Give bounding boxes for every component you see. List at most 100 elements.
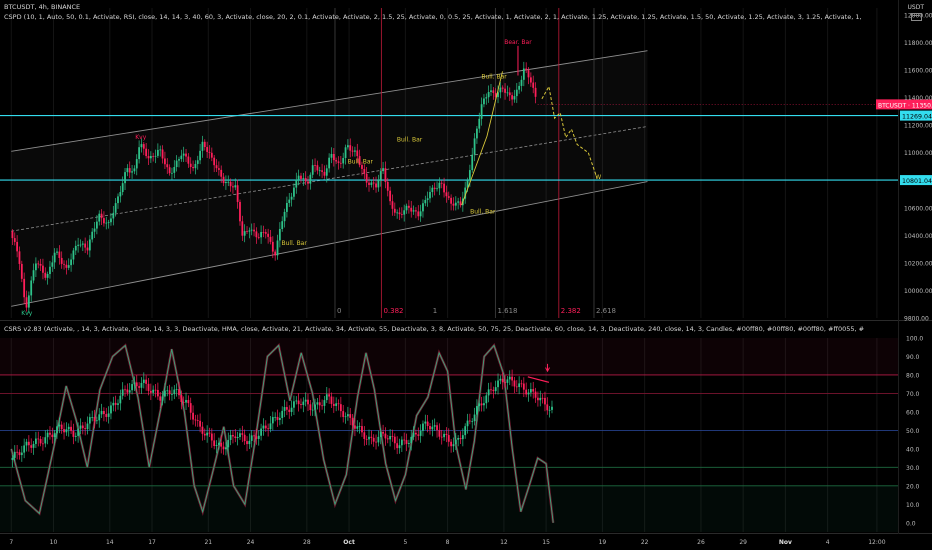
rsi-candle-body[interactable] — [192, 413, 194, 420]
rsi-candle-body[interactable] — [450, 442, 452, 446]
candle-body[interactable] — [326, 168, 328, 175]
candle-body[interactable] — [293, 188, 295, 197]
rsi-candle-body[interactable] — [319, 402, 321, 405]
candle-body[interactable] — [352, 151, 354, 152]
rsi-candle-body[interactable] — [499, 379, 501, 381]
candle-body[interactable] — [143, 144, 145, 149]
rsi-candle-body[interactable] — [373, 438, 375, 442]
candle-body[interactable] — [521, 80, 523, 86]
rsi-candle-body[interactable] — [223, 447, 225, 450]
rsi-candle-body[interactable] — [314, 405, 316, 410]
candle-body[interactable] — [141, 144, 143, 147]
candle-body[interactable] — [377, 180, 379, 188]
candle-body[interactable] — [469, 170, 471, 180]
candle-body[interactable] — [450, 198, 452, 204]
rsi-candle-body[interactable] — [502, 379, 504, 382]
rsi-candle-body[interactable] — [197, 420, 199, 421]
rsi-candle-body[interactable] — [490, 389, 492, 390]
rsi-candle-body[interactable] — [281, 411, 283, 418]
candle-body[interactable] — [91, 232, 93, 240]
rsi-candle-body[interactable] — [396, 443, 398, 448]
candle-body[interactable] — [42, 266, 44, 273]
candle-body[interactable] — [438, 183, 440, 188]
candle-body[interactable] — [134, 168, 136, 171]
rsi-candle-body[interactable] — [293, 401, 295, 407]
candle-body[interactable] — [420, 211, 422, 216]
candle-body[interactable] — [535, 88, 537, 97]
rsi-candle-body[interactable] — [410, 437, 412, 443]
candle-body[interactable] — [363, 169, 365, 174]
rsi-candle-body[interactable] — [518, 383, 520, 387]
candle-body[interactable] — [511, 95, 513, 99]
candle-body[interactable] — [286, 203, 288, 212]
rsi-candle-body[interactable] — [105, 414, 107, 417]
candle-body[interactable] — [70, 259, 72, 265]
candle-body[interactable] — [446, 192, 448, 196]
rsi-candle-body[interactable] — [129, 390, 131, 392]
rsi-candle-body[interactable] — [403, 440, 405, 441]
candle-body[interactable] — [150, 156, 152, 158]
rsi-candle-body[interactable] — [152, 390, 154, 393]
candle-body[interactable] — [75, 246, 77, 251]
candle-body[interactable] — [356, 150, 358, 156]
candle-body[interactable] — [328, 158, 330, 169]
rsi-candle-body[interactable] — [530, 389, 532, 393]
candle-body[interactable] — [138, 147, 140, 159]
rsi-candle-body[interactable] — [227, 440, 229, 447]
candle-body[interactable] — [298, 176, 300, 180]
rsi-candle-body[interactable] — [408, 443, 410, 444]
candle-body[interactable] — [288, 200, 290, 203]
rsi-candle-body[interactable] — [12, 458, 14, 460]
rsi-candle-body[interactable] — [101, 411, 103, 414]
candle-body[interactable] — [19, 251, 21, 264]
rsi-candle-body[interactable] — [220, 443, 222, 447]
candle-body[interactable] — [387, 182, 389, 191]
rsi-candle-body[interactable] — [542, 398, 544, 399]
candle-body[interactable] — [202, 142, 204, 151]
candle-body[interactable] — [476, 129, 478, 139]
candle-body[interactable] — [483, 98, 485, 104]
candle-body[interactable] — [499, 88, 501, 93]
candle-body[interactable] — [413, 210, 415, 211]
rsi-candle-body[interactable] — [253, 435, 255, 436]
candle-body[interactable] — [47, 274, 49, 278]
rsi-candle-body[interactable] — [162, 397, 164, 401]
rsi-candle-body[interactable] — [171, 394, 173, 395]
candle-body[interactable] — [453, 204, 455, 206]
rsi-candle-body[interactable] — [366, 439, 368, 440]
candle-body[interactable] — [223, 177, 225, 183]
candle-body[interactable] — [14, 238, 16, 242]
rsi-candle-body[interactable] — [406, 440, 408, 444]
rsi-candle-body[interactable] — [68, 427, 70, 429]
candle-body[interactable] — [206, 147, 208, 152]
rsi-candle-body[interactable] — [263, 426, 265, 429]
candle-body[interactable] — [455, 203, 457, 206]
rsi-candle-body[interactable] — [277, 417, 279, 420]
candle-body[interactable] — [237, 185, 239, 202]
rsi-candle-body[interactable] — [56, 426, 58, 433]
rsi-candle-body[interactable] — [82, 426, 84, 429]
candle-body[interactable] — [263, 232, 265, 233]
candle-body[interactable] — [117, 196, 119, 203]
rsi-candle-body[interactable] — [246, 441, 248, 444]
rsi-candle-body[interactable] — [159, 396, 161, 400]
rsi-candle-body[interactable] — [291, 408, 293, 412]
candle-body[interactable] — [65, 265, 67, 268]
rsi-candle-body[interactable] — [464, 426, 466, 435]
candle-body[interactable] — [366, 174, 368, 183]
candle-body[interactable] — [502, 88, 504, 89]
rsi-candle-body[interactable] — [399, 445, 401, 448]
candle-body[interactable] — [209, 152, 211, 153]
candle-body[interactable] — [485, 97, 487, 98]
rsi-candle-body[interactable] — [420, 431, 422, 436]
candle-body[interactable] — [389, 191, 391, 201]
oscillator-pane[interactable] — [0, 338, 898, 532]
csrs-indicator-legend[interactable]: CSRS v2.83 (Activate, , 14, 3, Activate,… — [4, 325, 864, 333]
candle-body[interactable] — [105, 223, 107, 224]
candle-body[interactable] — [319, 170, 321, 171]
candle-body[interactable] — [246, 231, 248, 232]
candle-body[interactable] — [525, 69, 527, 71]
candle-body[interactable] — [260, 232, 262, 237]
candle-body[interactable] — [110, 218, 112, 222]
candle-body[interactable] — [380, 171, 382, 180]
